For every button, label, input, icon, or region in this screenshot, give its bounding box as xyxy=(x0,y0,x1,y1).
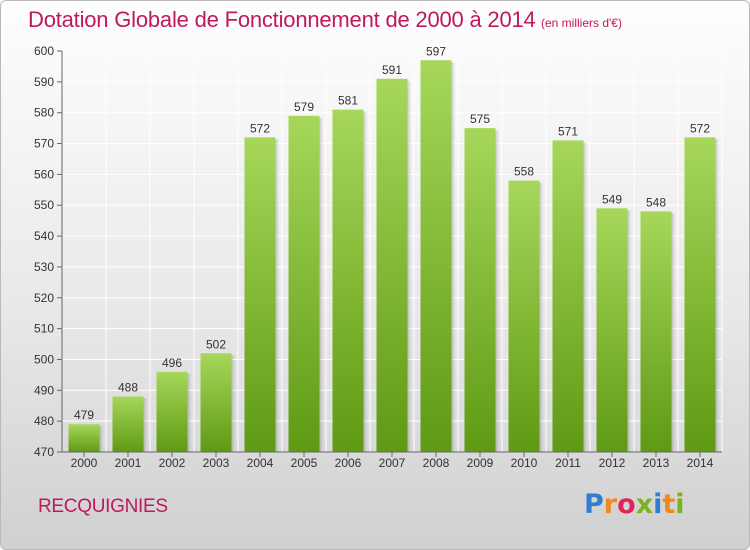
chart-title: Dotation Globale de Fonctionnement de 20… xyxy=(28,7,536,32)
bar xyxy=(112,396,144,452)
x-tick-label: 2000 xyxy=(71,456,98,470)
y-tick-label: 490 xyxy=(34,383,54,397)
bar-value-label: 558 xyxy=(514,165,534,179)
bar-shadow xyxy=(627,210,632,452)
x-tick-label: 2002 xyxy=(159,456,186,470)
x-tick-label: 2012 xyxy=(599,456,626,470)
bar-value-label: 572 xyxy=(250,121,270,135)
bar xyxy=(156,371,188,452)
bar-shadow xyxy=(231,355,236,452)
bar-shadow xyxy=(275,139,280,452)
x-tick-label: 2013 xyxy=(643,456,670,470)
x-tick-label: 2004 xyxy=(247,456,274,470)
bar-value-label: 575 xyxy=(470,112,490,126)
logo-letter: o xyxy=(617,489,636,520)
x-tick-label: 2009 xyxy=(467,456,494,470)
y-tick-label: 510 xyxy=(34,322,54,336)
bar-value-label: 488 xyxy=(118,380,138,394)
bar-value-label: 502 xyxy=(206,337,226,351)
bar xyxy=(596,208,628,452)
x-tick-label: 2001 xyxy=(115,456,142,470)
y-tick-label: 520 xyxy=(34,291,54,305)
bar-shadow xyxy=(143,398,148,452)
bar-shadow xyxy=(539,182,544,453)
bar-shadow xyxy=(583,142,588,452)
logo-letter: x xyxy=(635,489,654,520)
bar-value-label: 549 xyxy=(602,192,622,206)
bar-shadow xyxy=(319,117,324,453)
bar-value-label: 591 xyxy=(382,63,402,77)
bar xyxy=(684,137,716,452)
bar-value-label: 571 xyxy=(558,124,578,138)
bar xyxy=(68,424,100,452)
bar-shadow xyxy=(99,426,104,452)
y-tick-label: 470 xyxy=(34,445,54,459)
y-tick-label: 540 xyxy=(34,229,54,243)
y-tick-label: 560 xyxy=(34,167,54,181)
bar xyxy=(508,180,540,453)
bar-shadow xyxy=(187,373,192,452)
y-tick-label: 550 xyxy=(34,198,54,212)
x-tick-label: 2011 xyxy=(555,456,581,470)
bar xyxy=(376,78,408,452)
bar-shadow xyxy=(495,130,500,452)
logo-letter: r xyxy=(603,489,618,520)
y-tick-label: 580 xyxy=(34,106,54,120)
bar-value-label: 579 xyxy=(294,100,314,114)
x-tick-label: 2007 xyxy=(379,456,406,470)
y-tick-label: 530 xyxy=(34,260,54,274)
bar-value-label: 597 xyxy=(426,44,446,58)
y-tick-label: 480 xyxy=(34,414,54,428)
commune-name: RECQUIGNIES xyxy=(38,496,168,517)
bar xyxy=(288,115,320,453)
x-tick-label: 2006 xyxy=(335,456,362,470)
logo-letter: i xyxy=(675,489,685,520)
bar xyxy=(200,353,232,452)
bar-shadow xyxy=(407,80,412,452)
bar xyxy=(464,128,496,452)
bar xyxy=(552,140,584,452)
bar-shadow xyxy=(715,139,720,452)
bar xyxy=(420,60,452,452)
y-tick-label: 500 xyxy=(34,352,54,366)
bar xyxy=(640,211,672,452)
x-tick-label: 2010 xyxy=(511,456,538,470)
bar-value-label: 572 xyxy=(690,121,710,135)
y-tick-label: 570 xyxy=(34,137,54,151)
x-tick-label: 2003 xyxy=(203,456,230,470)
bar xyxy=(332,109,364,452)
bar xyxy=(244,137,276,452)
logo-letter: t xyxy=(662,489,676,520)
logo-letter: i xyxy=(653,489,663,520)
chart-subtitle: (en milliers d'€) xyxy=(541,16,622,30)
bar-value-label: 581 xyxy=(338,94,358,108)
bar-shadow xyxy=(451,62,456,452)
x-tick-label: 2014 xyxy=(687,456,714,470)
bar-value-label: 479 xyxy=(74,408,94,422)
bar-value-label: 548 xyxy=(646,195,666,209)
y-tick-label: 590 xyxy=(34,75,54,89)
bar-shadow xyxy=(671,213,676,452)
proxiti-logo: Proxiti xyxy=(584,489,685,520)
logo-letter: P xyxy=(584,489,604,520)
x-tick-label: 2008 xyxy=(423,456,450,470)
bar-shadow xyxy=(363,111,368,452)
x-tick-label: 2005 xyxy=(291,456,318,470)
bar-value-label: 496 xyxy=(162,356,182,370)
y-tick-label: 600 xyxy=(34,44,54,58)
